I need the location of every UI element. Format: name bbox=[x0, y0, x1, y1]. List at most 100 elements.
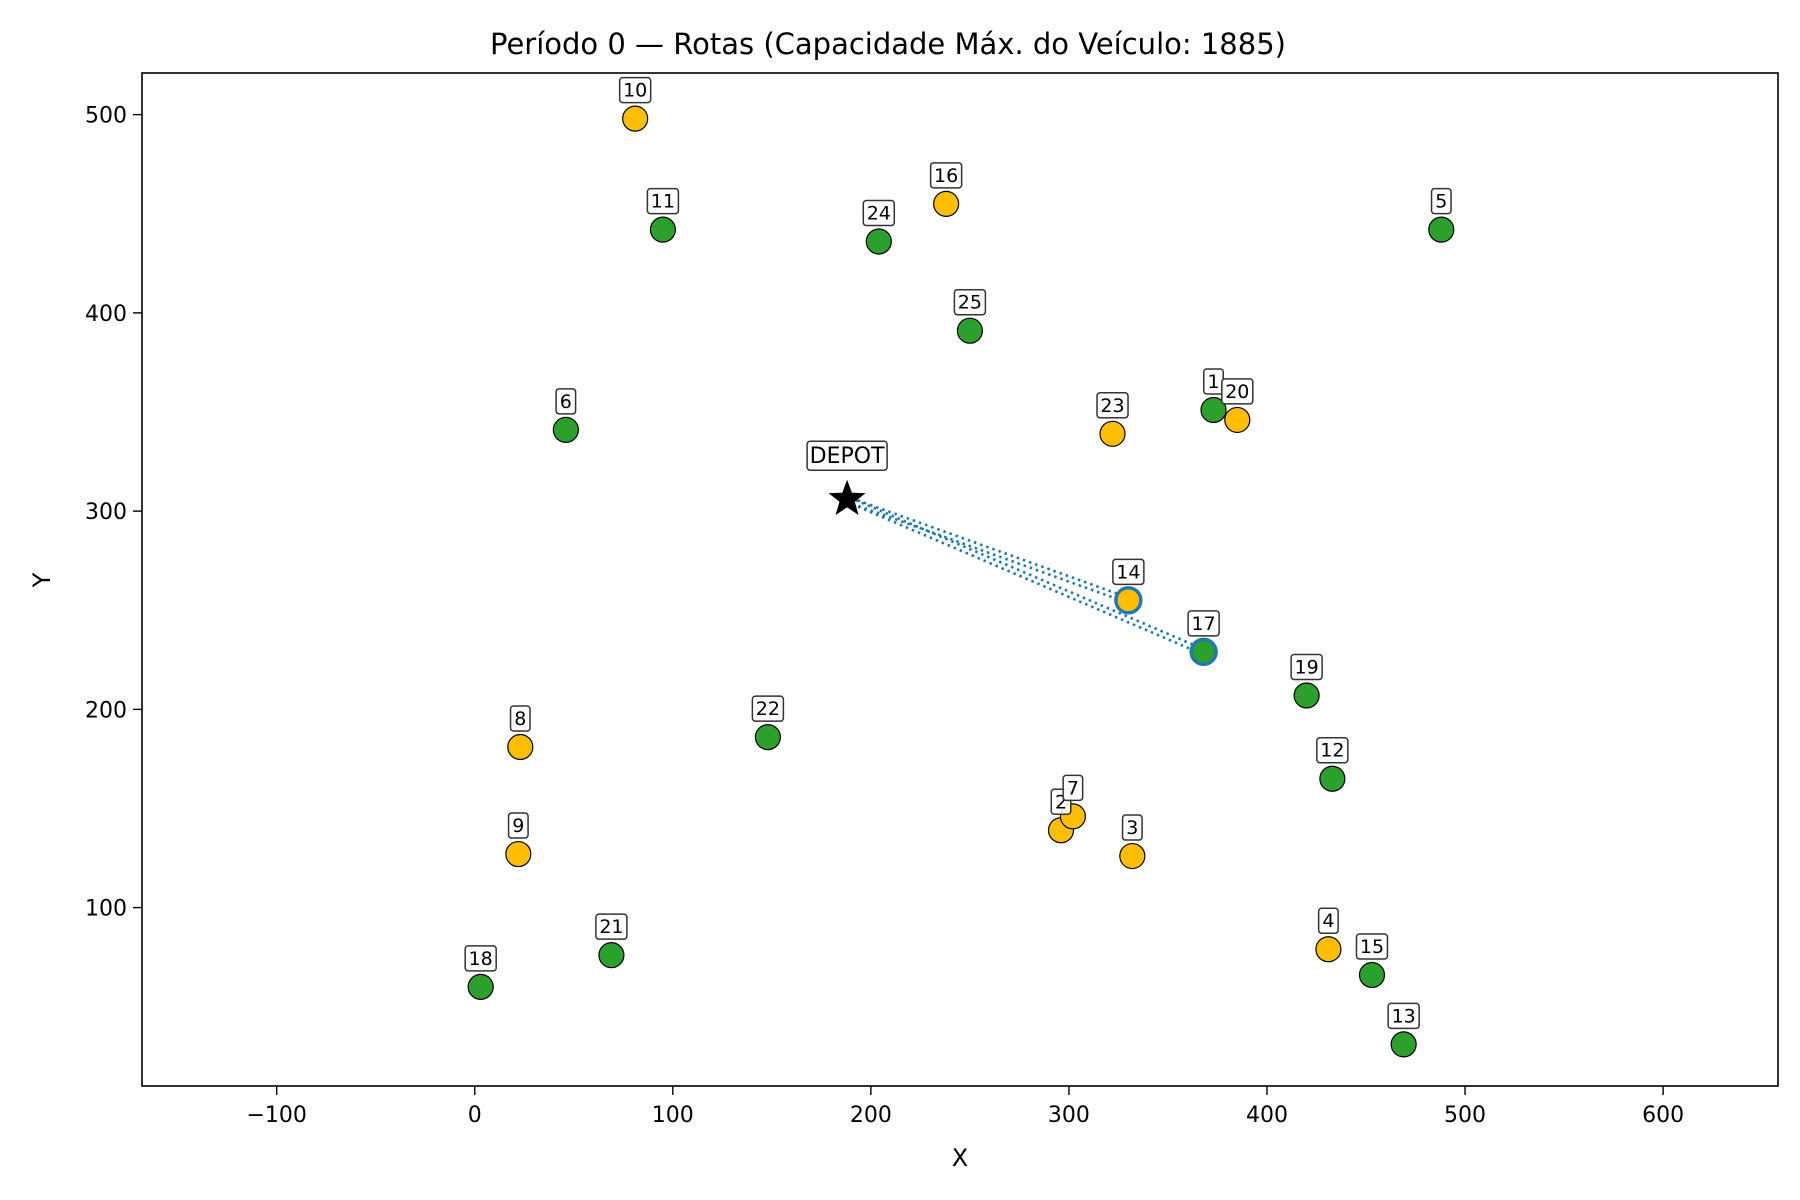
customer-point bbox=[1358, 961, 1386, 989]
point-label-box bbox=[1096, 392, 1129, 419]
chart-title: Período 0 — Rotas (Capacidade Máx. do Ve… bbox=[490, 27, 1286, 61]
point-label-box bbox=[862, 199, 896, 227]
point-label-box bbox=[751, 695, 785, 722]
y-axis-title: Y bbox=[28, 572, 56, 588]
point-label: 18 bbox=[469, 948, 493, 970]
point-label-box bbox=[595, 913, 628, 940]
depot-star bbox=[828, 479, 866, 515]
point-label-box bbox=[1121, 814, 1143, 841]
customer-point bbox=[1200, 396, 1227, 424]
point-label-box bbox=[1387, 1002, 1420, 1030]
customer-point bbox=[552, 416, 579, 443]
x-tick-label: 600 bbox=[1642, 1103, 1684, 1128]
y-tick-label: 500 bbox=[85, 104, 127, 129]
point-label: 14 bbox=[1116, 561, 1140, 583]
customer-point bbox=[467, 973, 494, 1000]
point-label: 12 bbox=[1320, 740, 1344, 762]
customer-point bbox=[933, 190, 960, 217]
customer-point bbox=[1293, 682, 1320, 709]
point-label: 6 bbox=[560, 391, 572, 413]
x-axis: −100 0 100 200 300 400 500 600 bbox=[246, 1086, 1684, 1128]
y-tick-label: 400 bbox=[85, 302, 127, 327]
customer-point bbox=[1224, 406, 1251, 434]
x-tick-label: 400 bbox=[1246, 1103, 1288, 1128]
y-tick-label: 300 bbox=[85, 500, 127, 525]
route-line bbox=[845, 500, 1128, 604]
customer-point bbox=[1315, 936, 1342, 963]
routes-layer bbox=[845, 495, 1206, 656]
point-label: 9 bbox=[512, 815, 524, 837]
point-label-box bbox=[1290, 653, 1323, 681]
point-label-box bbox=[507, 812, 529, 839]
customer-point bbox=[1099, 420, 1126, 447]
point-label: 19 bbox=[1295, 656, 1319, 678]
customer-point bbox=[865, 228, 892, 255]
point-label: 11 bbox=[651, 191, 675, 213]
point-label: 7 bbox=[1067, 777, 1079, 799]
customer-point bbox=[1428, 216, 1455, 243]
y-axis: 100 200 300 400 500 bbox=[85, 104, 142, 922]
x-tick-label: −100 bbox=[246, 1103, 306, 1128]
customer-point bbox=[622, 105, 649, 132]
x-tick-label: 200 bbox=[850, 1103, 892, 1128]
point-label-box bbox=[1187, 610, 1220, 637]
customer-point bbox=[598, 942, 625, 969]
x-tick-label: 100 bbox=[652, 1103, 694, 1128]
point-label: 25 bbox=[958, 292, 982, 314]
nodes-layer bbox=[467, 105, 1455, 1058]
point-label: 23 bbox=[1100, 395, 1124, 417]
point-label-box bbox=[1316, 736, 1349, 764]
point-label: 8 bbox=[514, 708, 526, 730]
point-label-box bbox=[464, 945, 497, 972]
route-line bbox=[845, 500, 1204, 656]
customer-point bbox=[754, 723, 781, 751]
point-label-box bbox=[929, 162, 963, 189]
y-tick-label: 100 bbox=[85, 897, 127, 922]
customer-point bbox=[1114, 586, 1143, 615]
depot-layer: DEPOT bbox=[806, 440, 888, 515]
point-label-box bbox=[555, 388, 577, 415]
customer-point bbox=[1189, 637, 1218, 667]
point-label-box bbox=[1062, 774, 1084, 802]
point-label: 24 bbox=[867, 203, 891, 225]
customer-point bbox=[1119, 842, 1146, 870]
point-label: 5 bbox=[1435, 191, 1447, 213]
point-label: 3 bbox=[1126, 817, 1138, 839]
customer-point bbox=[649, 216, 677, 243]
point-label-box bbox=[646, 187, 680, 215]
x-axis-title: X bbox=[952, 1144, 968, 1172]
point-label: 20 bbox=[1225, 381, 1249, 403]
point-label: 13 bbox=[1392, 1005, 1416, 1027]
point-label: 22 bbox=[756, 698, 780, 720]
point-label-box bbox=[509, 705, 531, 732]
point-label: 10 bbox=[623, 80, 647, 102]
point-label: 17 bbox=[1192, 613, 1216, 635]
point-label-box bbox=[1355, 933, 1389, 960]
depot-label-box bbox=[806, 440, 888, 471]
x-tick-label: 300 bbox=[1048, 1103, 1090, 1128]
route-line bbox=[847, 495, 1130, 600]
point-label: 1 bbox=[1207, 371, 1219, 393]
point-label: 4 bbox=[1322, 910, 1334, 932]
route-line bbox=[847, 495, 1206, 651]
labels-layer: 1234567891011121314151617181920212223242… bbox=[464, 76, 1452, 1030]
customer-point bbox=[1390, 1031, 1417, 1058]
point-label: 16 bbox=[934, 165, 958, 187]
depot-label: DEPOT bbox=[810, 444, 885, 469]
x-tick-label: 500 bbox=[1444, 1103, 1486, 1128]
point-label: 15 bbox=[1360, 936, 1384, 958]
customer-point bbox=[507, 733, 534, 761]
x-tick-label: 0 bbox=[468, 1103, 482, 1128]
y-tick-label: 200 bbox=[85, 698, 127, 723]
customer-point bbox=[956, 317, 984, 344]
point-label-box bbox=[1430, 187, 1452, 215]
plot-frame bbox=[141, 72, 1779, 1087]
point-label-box bbox=[1112, 558, 1145, 586]
customer-point bbox=[505, 840, 532, 868]
customer-point bbox=[1319, 765, 1346, 792]
point-label-box bbox=[618, 76, 652, 104]
point-label: 21 bbox=[599, 916, 623, 938]
point-label-box bbox=[1317, 907, 1339, 934]
point-label-box bbox=[953, 288, 987, 316]
